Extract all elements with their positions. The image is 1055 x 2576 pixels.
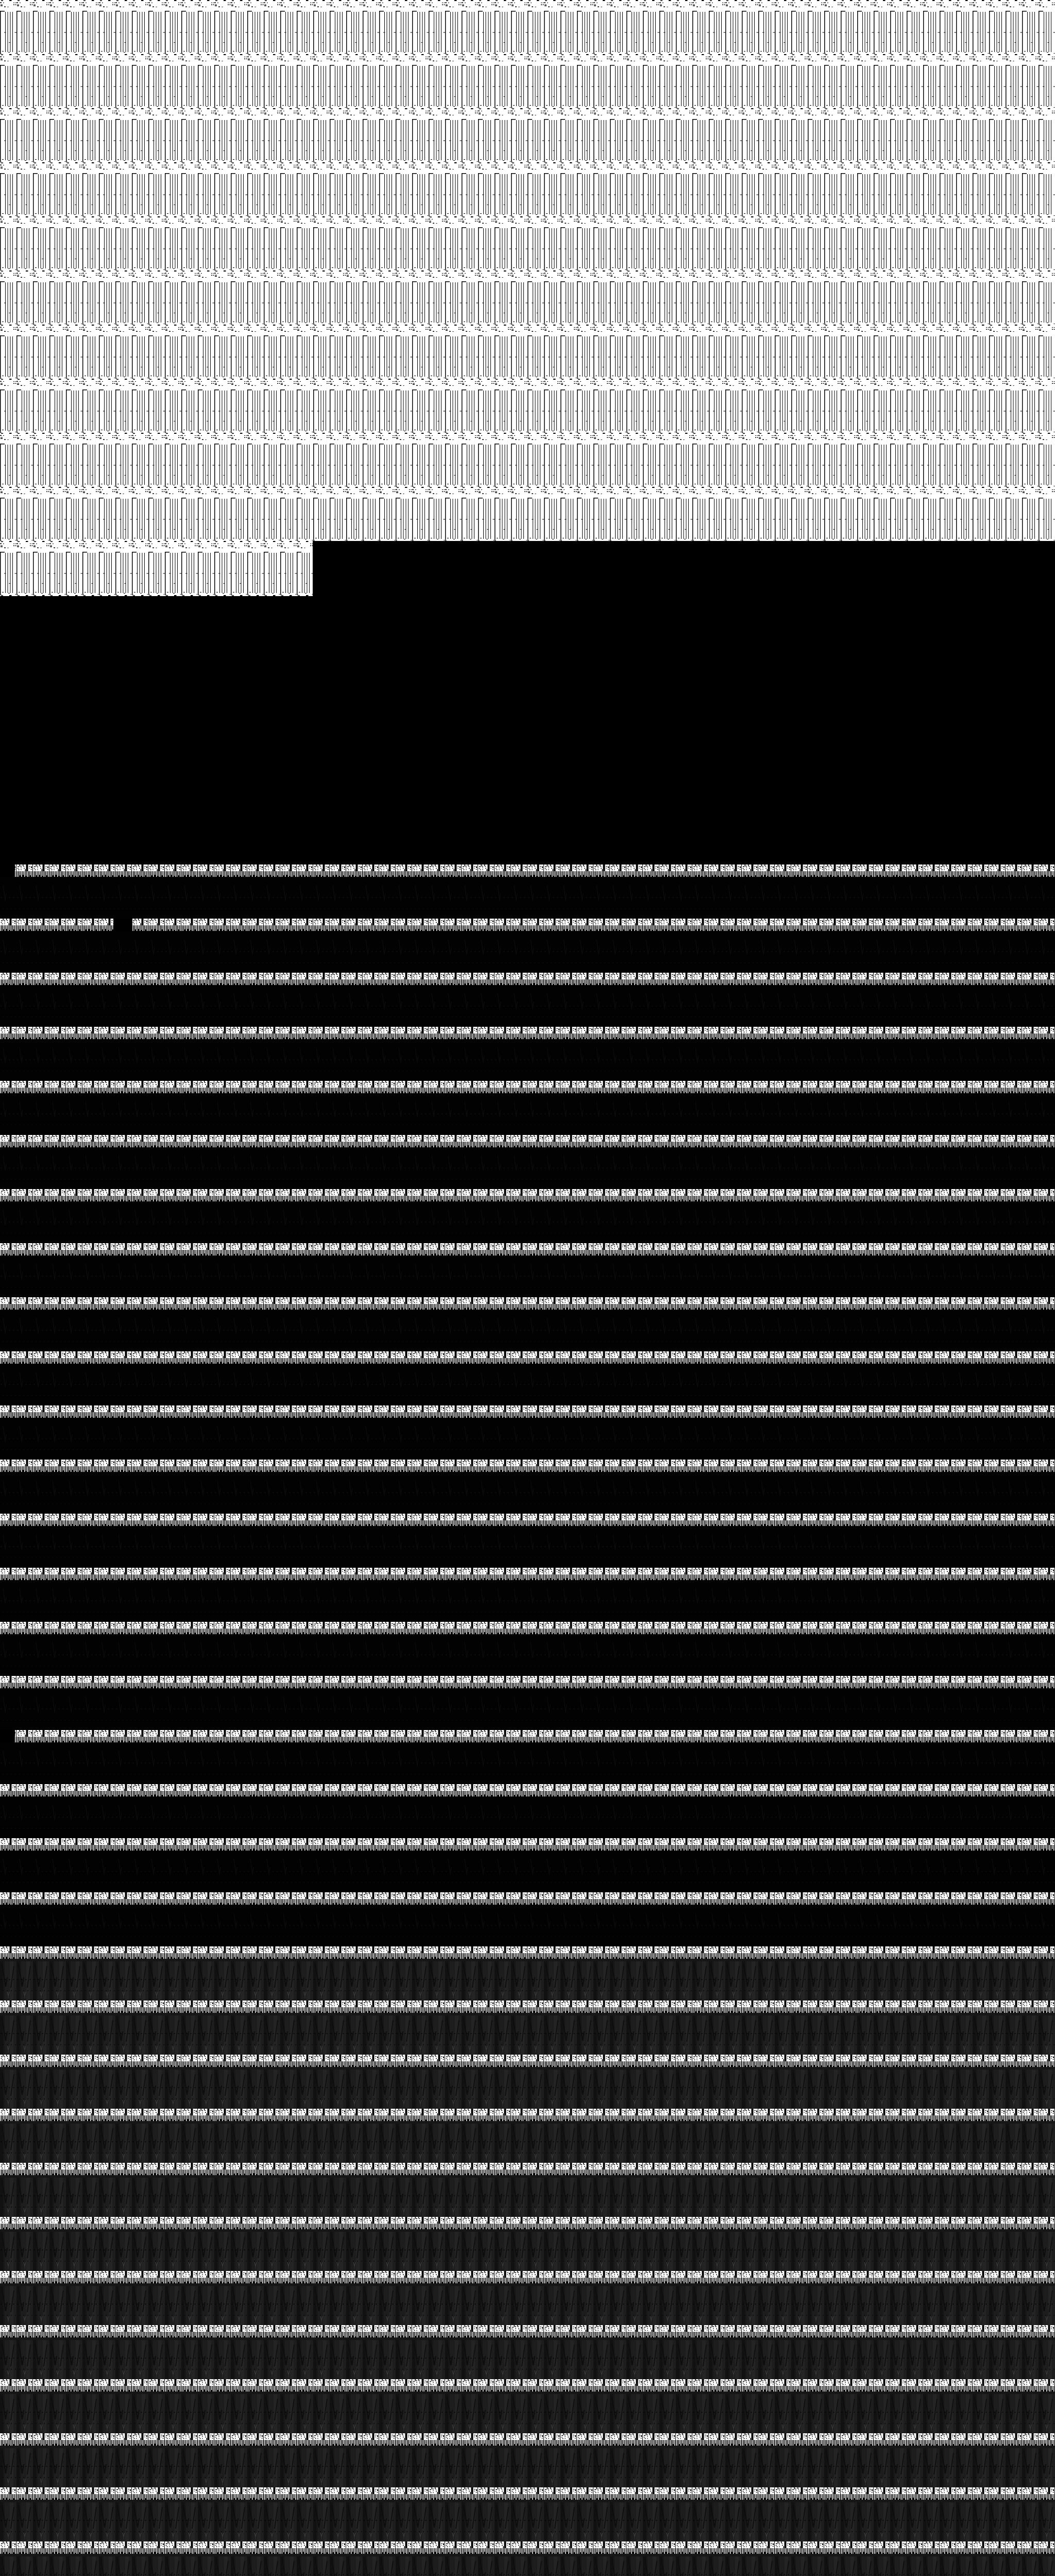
terminal-row-highlight[interactable] [0,2433,1055,2446]
terminal-row-gap [0,1364,1055,1405]
terminal-row-gap [0,1093,1055,1135]
terminal-row-highlight[interactable] [0,1135,1055,1147]
terminal-row-gap [0,1310,1055,1351]
terminal-row-highlight[interactable] [0,1676,1055,1688]
terminal-row-gap [0,2175,1055,2217]
terminal-row-highlight[interactable] [0,1514,1055,1526]
terminal-row-gap [0,2392,1055,2433]
terminal-row-highlight[interactable] [0,2541,1055,2554]
terminal-row-gap [0,1526,1055,1568]
terminal-row-highlight[interactable] [0,1784,1055,1797]
terminal-row-highlight[interactable] [0,1189,1055,1201]
terminal-row-highlight[interactable] [0,2487,1055,2500]
terminal-row-gap [0,931,1055,973]
terminal-row-highlight[interactable] [0,1081,1055,1093]
terminal-row-gap [0,2337,1055,2379]
terminal-row-gap [0,1634,1055,1676]
terminal-row-gap [0,1688,1055,1730]
terminal-row-highlight[interactable] [0,1622,1055,1634]
terminal-row-highlight[interactable] [0,2325,1055,2337]
terminal-row-gap [0,1201,1055,1243]
document-pane-last-line[interactable] [0,541,313,596]
terminal-row-highlight[interactable] [0,1297,1055,1310]
terminal-row-highlight[interactable] [0,1568,1055,1580]
terminal-row-highlight[interactable] [0,973,1055,985]
terminal-row-gap [0,1472,1055,1514]
terminal-row-highlight[interactable] [0,1460,1055,1472]
terminal-row-gap [0,985,1055,1027]
terminal-row-gap [0,2554,1055,2576]
terminal-row-highlight[interactable] [0,2055,1055,2067]
terminal-row-highlight[interactable] [15,1730,1055,1742]
terminal-row-gap [0,1905,1055,1946]
document-pane[interactable] [0,0,1055,541]
terminal-row-highlight[interactable] [0,1027,1055,1039]
terminal-row-gap [0,1147,1055,1189]
terminal-row-highlight[interactable] [0,919,113,931]
terminal-row-gap [0,2229,1055,2271]
terminal-output-rows[interactable] [0,865,1055,2576]
terminal-row-gap [0,1797,1055,1838]
terminal-row-gap [0,2067,1055,2109]
terminal-row-gap [0,2013,1055,2055]
terminal-row-gap [0,1851,1055,1892]
terminal-row-highlight[interactable] [0,2271,1055,2283]
terminal-row-highlight[interactable] [0,2217,1055,2229]
terminal-row-highlight[interactable] [0,2163,1055,2175]
terminal-row-gap [0,1039,1055,1081]
terminal-row-gap [0,1580,1055,1622]
terminal-row-highlight[interactable] [0,2001,1055,2013]
terminal-row-highlight[interactable] [0,1946,1055,1959]
terminal-row-highlight[interactable] [0,1838,1055,1851]
terminal-row-gap [0,1959,1055,2001]
terminal-row-gap [0,2283,1055,2325]
terminal-row-gap [0,1256,1055,1297]
terminal-row-highlight[interactable] [0,1243,1055,1256]
terminal-row-highlight[interactable] [15,865,1055,877]
terminal-row-gap [0,1418,1055,1460]
terminal-row-highlight[interactable] [0,2379,1055,2392]
terminal-row-gap [0,877,1055,919]
terminal-row-gap [0,1742,1055,1784]
terminal-row-highlight[interactable] [132,919,1055,931]
terminal-row-highlight[interactable] [0,1892,1055,1905]
terminal-row-highlight[interactable] [0,1405,1055,1418]
terminal-row-highlight[interactable] [0,2109,1055,2121]
terminal-row-gap [0,2446,1055,2487]
terminal-row-gap [0,2500,1055,2541]
terminal-row-gap [0,2121,1055,2163]
terminal-row-highlight[interactable] [0,1351,1055,1364]
